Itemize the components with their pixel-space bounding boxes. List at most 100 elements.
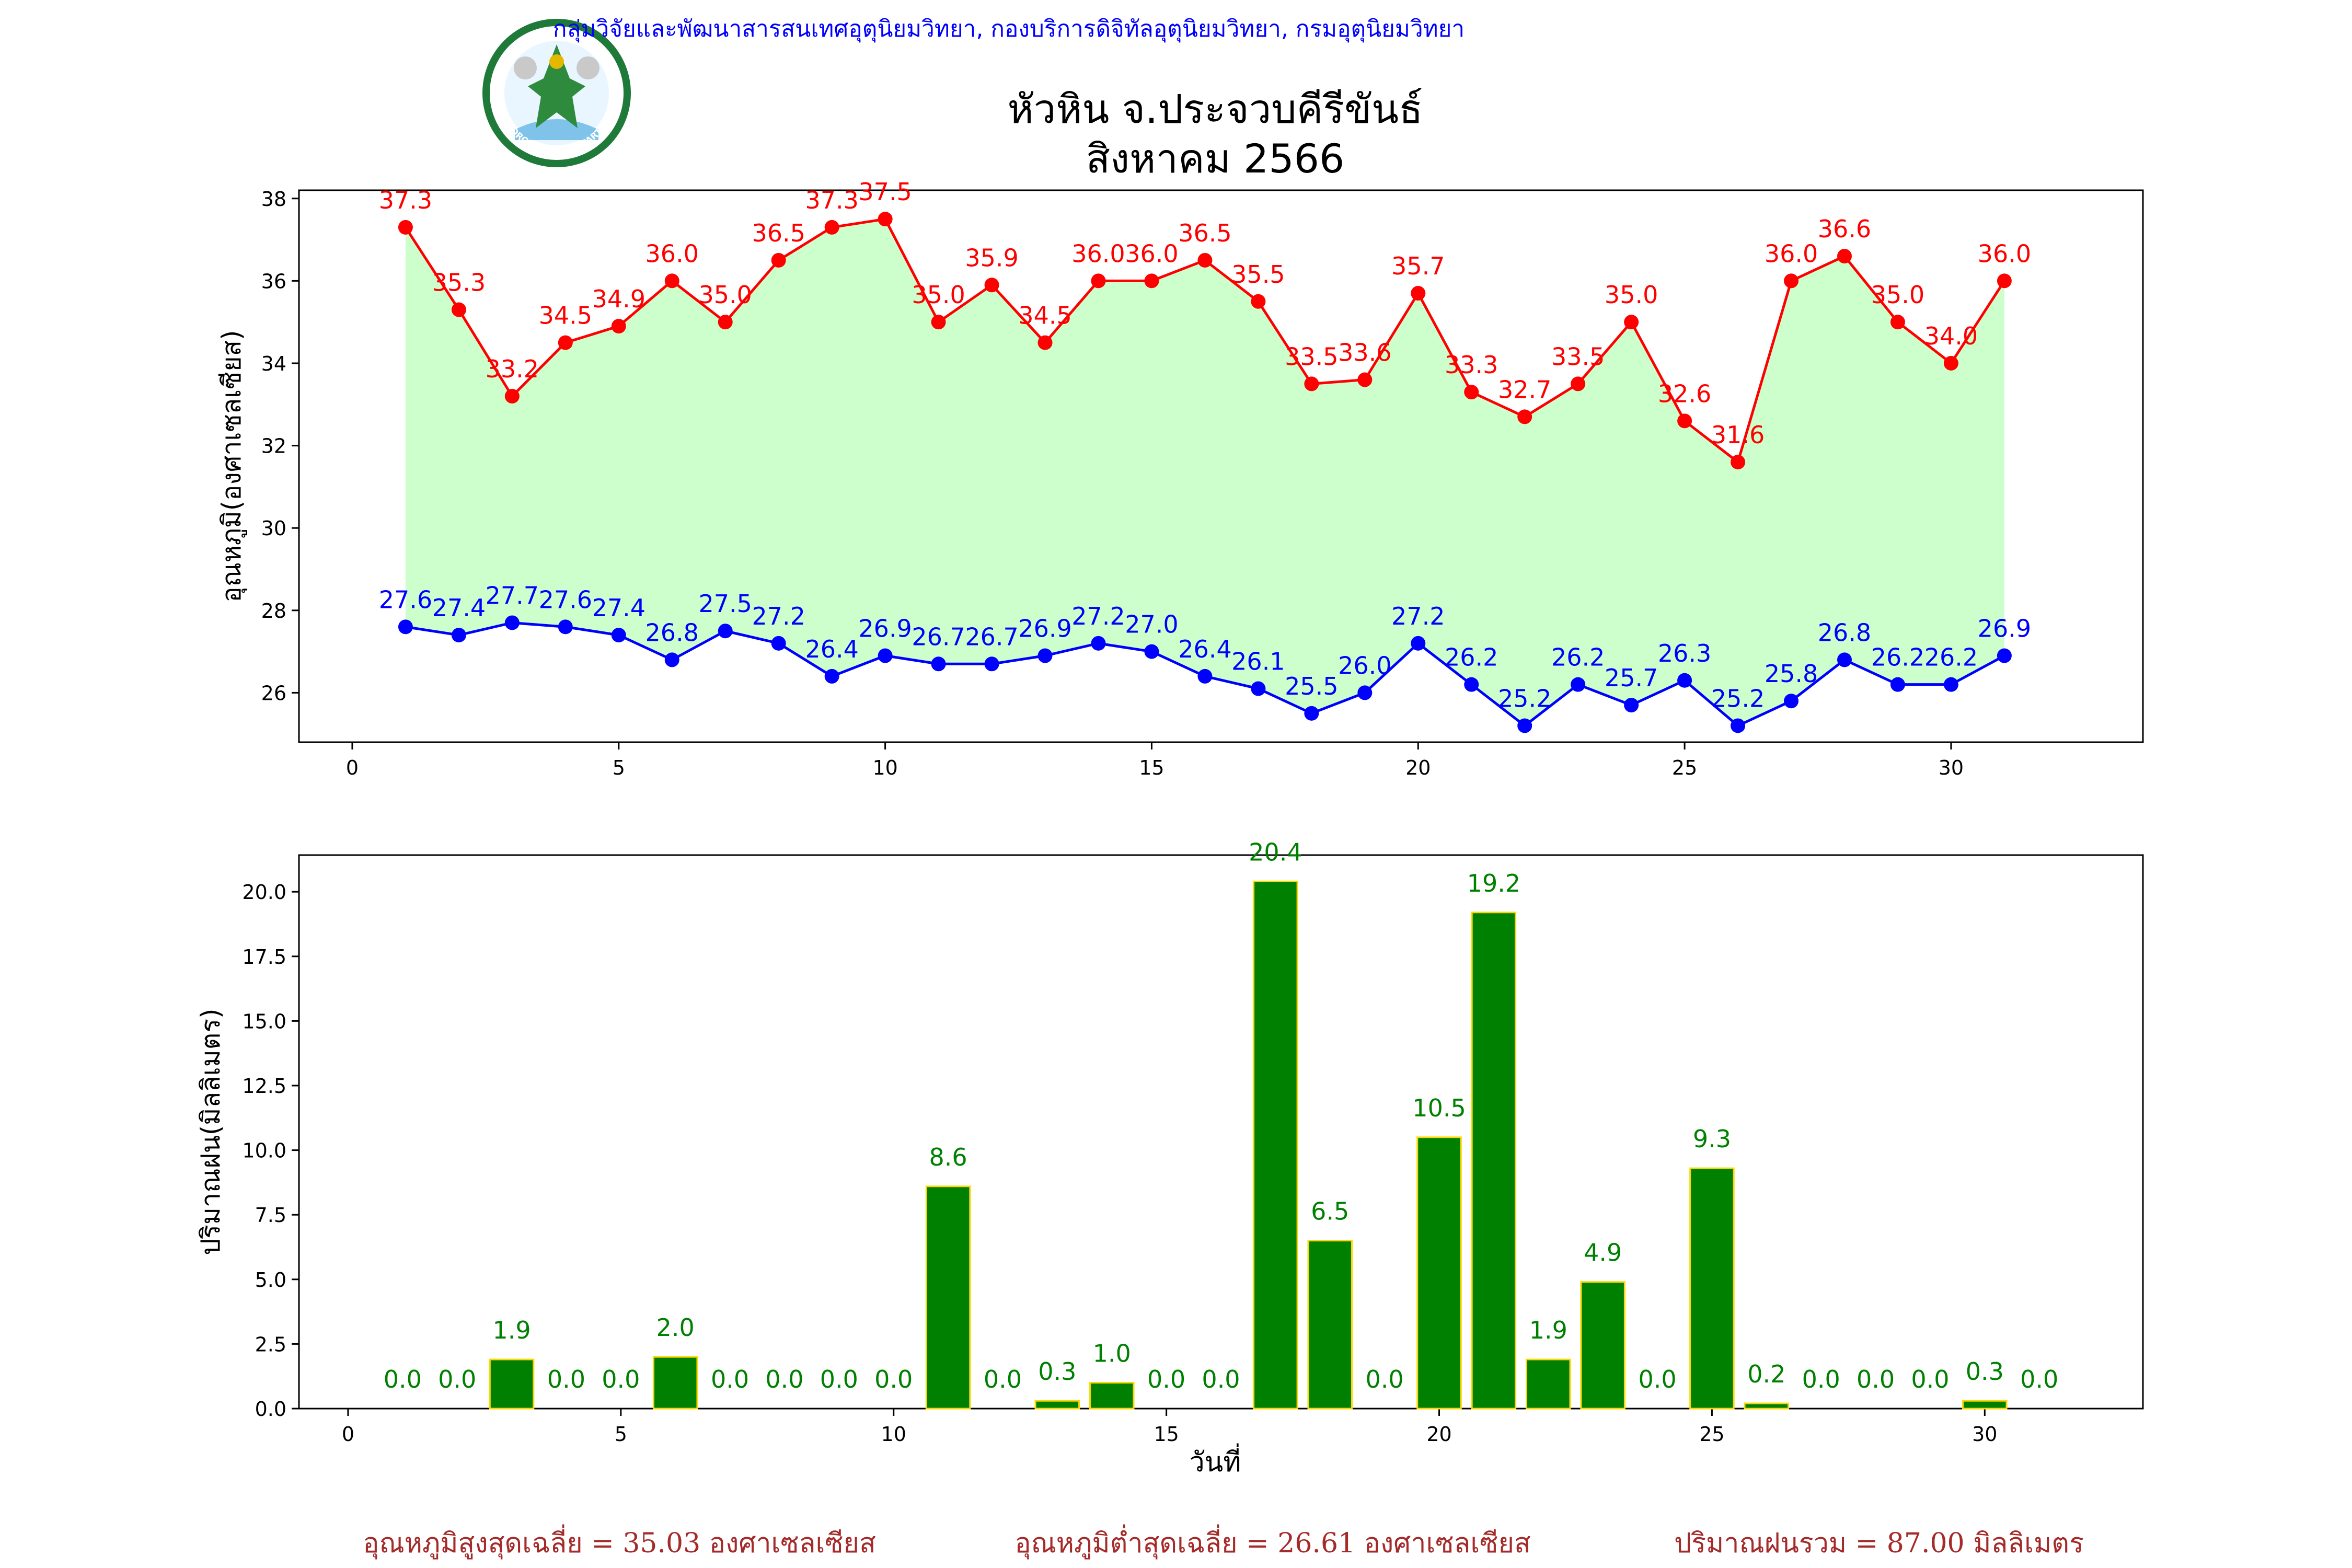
rainfall-y-tick-label: 10.0 bbox=[242, 1139, 286, 1162]
min-temperature-point bbox=[504, 615, 520, 630]
temperature-fill-layer bbox=[405, 219, 2004, 726]
rainfall-bar bbox=[1689, 1167, 1735, 1410]
min-temperature-point bbox=[1091, 636, 1106, 651]
max-temperature-point bbox=[1943, 355, 1958, 371]
rainfall-plot-frame bbox=[298, 854, 2144, 1410]
max-temperature-data-label: 34.5 bbox=[1018, 302, 1071, 330]
min-temperature-point bbox=[878, 648, 893, 663]
rainfall-data-label: 10.5 bbox=[1412, 1094, 1466, 1122]
footer-avg-min: อุณหภูมิต่ำสุดเฉลี่ย = 26.61 องศาเซลเซีย… bbox=[1014, 1524, 1530, 1560]
page-subtitle: สิงหาคม 2566 bbox=[1086, 135, 1345, 182]
max-temperature-data-label: 36.5 bbox=[752, 219, 805, 247]
max-temperature-data-label: 36.0 bbox=[645, 239, 699, 268]
rainfall-data-label: 0.0 bbox=[602, 1365, 640, 1393]
min-temperature-data-label: 27.6 bbox=[539, 585, 592, 614]
rainfall-y-tick-label: 20.0 bbox=[242, 881, 286, 904]
logo-water-icon bbox=[515, 119, 598, 140]
max-temperature-data-label: 37.3 bbox=[805, 186, 858, 214]
min-temperature-data-label: 26.3 bbox=[1658, 639, 1711, 667]
rainfall-data-label: 6.5 bbox=[1311, 1197, 1349, 1226]
max-temperature-data-label: 34.5 bbox=[539, 302, 592, 330]
rainfall-y-tick-label: 5.0 bbox=[255, 1269, 286, 1292]
min-temperature-data-label: 26.4 bbox=[805, 635, 858, 663]
min-temperature-data-label: 26.2 bbox=[1924, 643, 1978, 672]
min-temperature-data-label: 27.2 bbox=[1071, 602, 1125, 630]
min-temperature-data-label: 26.9 bbox=[1978, 615, 2031, 643]
footer-avg-max: อุณหภูมิสูงสุดเฉลี่ย = 35.03 องศาเซลเซีย… bbox=[363, 1524, 876, 1560]
max-temperature-data-label: 33.5 bbox=[1285, 342, 1338, 371]
meteorological-department-logo: กรมอุตุนิยมวิทยา METEOROLOGICAL DEPARTME… bbox=[482, 19, 631, 167]
rainfall-data-label: 0.3 bbox=[1038, 1357, 1076, 1386]
rainfall-bar bbox=[1526, 1358, 1571, 1410]
rainfall-data-label: 1.0 bbox=[1093, 1340, 1131, 1368]
temperature-x-tick-label: 15 bbox=[1139, 756, 1164, 779]
min-temperature-point bbox=[984, 656, 999, 672]
rainfall-data-label: 0.0 bbox=[765, 1365, 803, 1393]
max-temperature-point bbox=[1837, 249, 1852, 264]
rainfall-data-label: 20.4 bbox=[1249, 838, 1302, 866]
rainfall-bar bbox=[925, 1185, 971, 1410]
rainfall-data-label: 0.0 bbox=[984, 1365, 1022, 1393]
rainfall-x-tick-label: 0 bbox=[342, 1423, 354, 1446]
min-temperature-point bbox=[451, 628, 466, 643]
rainfall-x-tick-label: 15 bbox=[1154, 1423, 1179, 1446]
temperature-y-tick-label: 28 bbox=[261, 599, 286, 622]
organization-text: กลุ่มวิจัยและพัฒนาสารสนเทศอุตุนิยมวิทยา,… bbox=[553, 16, 1465, 43]
max-temperature-point bbox=[1037, 335, 1053, 350]
max-temperature-data-label: 34.9 bbox=[592, 285, 645, 313]
rainfall-bar bbox=[1089, 1382, 1135, 1410]
min-temperature-point bbox=[1037, 648, 1053, 663]
min-temperature-data-label: 27.4 bbox=[432, 594, 486, 622]
rainfall-data-label: 0.0 bbox=[2020, 1365, 2058, 1393]
rainfall-data-label: 2.0 bbox=[656, 1313, 695, 1342]
temperature-y-tick-label: 32 bbox=[261, 435, 286, 458]
max-temperature-point bbox=[771, 252, 786, 268]
max-temperature-point bbox=[1464, 385, 1479, 400]
max-temperature-data-label: 36.0 bbox=[1071, 239, 1125, 268]
temperature-y-axis-label: อุณหภูมิ(องศาเซลเซียส) bbox=[216, 330, 247, 602]
max-temperature-point bbox=[1784, 273, 1799, 289]
min-temperature-point bbox=[1571, 677, 1586, 692]
max-temperature-point bbox=[1304, 376, 1319, 391]
rainfall-x-tick-label: 10 bbox=[881, 1423, 906, 1446]
temperature-x-tick-label: 20 bbox=[1405, 756, 1431, 779]
min-temperature-data-label: 25.2 bbox=[1711, 684, 1765, 712]
logo-crown-icon bbox=[549, 54, 564, 69]
max-temperature-data-label: 35.0 bbox=[699, 281, 752, 309]
min-temperature-point bbox=[1464, 677, 1479, 692]
rainfall-y-tick-label: 12.5 bbox=[242, 1075, 286, 1098]
max-temperature-point bbox=[824, 220, 839, 235]
rainfall-y-axis-label: ปริมาณฝน(มิลลิเมตร) bbox=[195, 1008, 226, 1255]
rainfall-data-label: 0.0 bbox=[438, 1365, 476, 1393]
max-temperature-data-label: 35.0 bbox=[1871, 281, 1924, 309]
rainfall-data-label: 0.3 bbox=[1966, 1357, 2004, 1386]
min-temperature-data-label: 26.0 bbox=[1338, 651, 1391, 679]
min-temperature-data-label: 26.2 bbox=[1551, 643, 1605, 672]
min-temperature-point bbox=[398, 619, 413, 635]
max-temperature-data-label: 32.7 bbox=[1498, 375, 1551, 403]
temperature-plot-frame bbox=[298, 189, 2144, 743]
min-temperature-data-label: 27.2 bbox=[1391, 602, 1445, 630]
max-temperature-data-label: 35.7 bbox=[1391, 252, 1445, 280]
temperature-range-fill bbox=[405, 219, 2004, 726]
min-temperature-point bbox=[664, 652, 679, 667]
rainfall-data-label: 0.0 bbox=[1638, 1365, 1676, 1393]
temperature-y-tick-label: 26 bbox=[261, 682, 286, 705]
max-temperature-data-label: 33.3 bbox=[1445, 351, 1498, 379]
rainfall-bar bbox=[652, 1356, 698, 1410]
logo-cloud-icon bbox=[514, 56, 537, 79]
rainfall-x-tick-label: 30 bbox=[1972, 1423, 1997, 1446]
max-temperature-data-label: 36.6 bbox=[1818, 215, 1871, 243]
min-temperature-point bbox=[824, 668, 839, 684]
min-temperature-data-label: 27.7 bbox=[486, 581, 539, 609]
min-temperature-point bbox=[1890, 677, 1905, 692]
min-temperature-data-label: 26.7 bbox=[912, 622, 965, 651]
temperature-labels-layer: 37.335.333.234.534.936.035.036.537.3 37.5… bbox=[379, 178, 2031, 712]
max-temperature-data-label: 37.5 bbox=[858, 178, 912, 206]
max-temperature-point bbox=[1624, 315, 1639, 330]
min-temperature-data-label: 27.6 bbox=[379, 585, 432, 614]
max-temperature-data-label: 37.3 bbox=[379, 186, 432, 214]
rainfall-data-label: 0.0 bbox=[874, 1365, 913, 1393]
max-temperature-point bbox=[664, 273, 679, 289]
